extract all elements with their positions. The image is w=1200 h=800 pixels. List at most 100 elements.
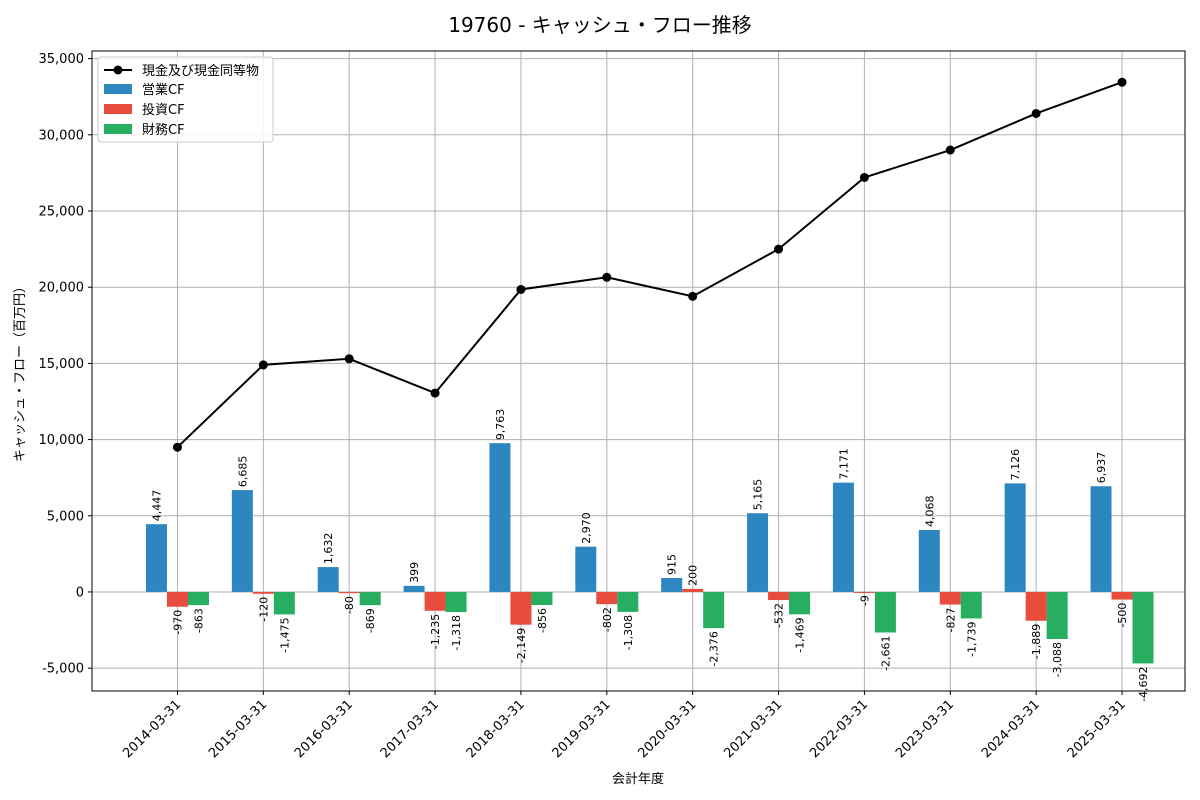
bar-value-label: -500 bbox=[1116, 603, 1129, 628]
legend-label-financing: 財務CF bbox=[142, 123, 185, 138]
bar bbox=[187, 591, 209, 606]
y-axis-title: キャッシュ・フロー（百万円） bbox=[13, 280, 28, 462]
bar bbox=[317, 567, 339, 592]
bar bbox=[596, 591, 618, 605]
bar bbox=[424, 591, 446, 611]
y-tick-label: 5,000 bbox=[47, 509, 84, 524]
cash-point bbox=[516, 284, 526, 294]
bars bbox=[145, 443, 1154, 664]
bar bbox=[145, 524, 167, 592]
bar-value-label: -802 bbox=[601, 607, 614, 632]
y-tick-label: -5,000 bbox=[42, 662, 84, 677]
bar-value-label: 399 bbox=[408, 562, 421, 583]
bar-value-label: -3,088 bbox=[1051, 642, 1064, 677]
cash-point bbox=[774, 244, 784, 254]
legend-swatch-operating bbox=[104, 84, 132, 94]
bar bbox=[575, 546, 597, 592]
bar-value-label: 2,970 bbox=[580, 512, 593, 544]
bar bbox=[1004, 483, 1026, 592]
bar bbox=[703, 591, 725, 629]
y-axis-ticks: -5,000 0 5,000 10,000 15,000 20,000 25,000 30,0… bbox=[39, 52, 92, 677]
cash-point bbox=[430, 388, 440, 398]
chart-title: 19760 - キャッシュ・フロー推移 bbox=[448, 13, 752, 37]
bar-value-label: -2,661 bbox=[879, 636, 892, 671]
bar-value-label: 915 bbox=[666, 554, 679, 575]
bar-value-label: -80 bbox=[343, 596, 356, 614]
cash-line bbox=[172, 77, 1127, 452]
legend-label-operating: 営業CF bbox=[142, 82, 185, 98]
bar bbox=[1046, 591, 1068, 640]
bar bbox=[273, 591, 295, 615]
legend-label-cash: 現金及び現金同等物 bbox=[142, 63, 259, 79]
bar-value-label: 6,685 bbox=[236, 456, 249, 488]
bar bbox=[403, 585, 425, 592]
bar-value-label: -863 bbox=[192, 608, 205, 633]
bar bbox=[789, 591, 811, 615]
bar bbox=[874, 591, 896, 633]
bar-value-label: -827 bbox=[944, 608, 957, 633]
legend: 現金及び現金同等物 営業CF 投資CF 財務CF bbox=[97, 56, 274, 143]
bar bbox=[960, 591, 982, 619]
y-tick-label: 25,000 bbox=[39, 205, 85, 220]
bar bbox=[166, 591, 188, 607]
x-tick-label: 2025-03-31 bbox=[1065, 697, 1129, 761]
legend-swatch-financing bbox=[104, 124, 132, 134]
cash-series-line bbox=[176, 81, 1123, 448]
bar bbox=[918, 529, 940, 592]
bar-value-label: 9,763 bbox=[494, 409, 507, 441]
bar-value-label: 5,165 bbox=[752, 479, 765, 511]
x-tick-label: 2023-03-31 bbox=[893, 697, 957, 761]
legend-label-investing: 投資CF bbox=[142, 102, 185, 118]
bar-value-label: -4,692 bbox=[1137, 666, 1150, 701]
bar-value-label: -1,475 bbox=[278, 617, 291, 652]
bar-value-label: -2,149 bbox=[515, 628, 528, 663]
bar bbox=[1111, 591, 1133, 600]
bar-value-label: -856 bbox=[536, 608, 549, 633]
bar-value-label: -869 bbox=[364, 608, 377, 633]
grid-lines bbox=[92, 51, 1185, 691]
x-tick-label: 2024-03-31 bbox=[979, 697, 1043, 761]
bar-value-label: 4,447 bbox=[150, 490, 163, 522]
y-tick-label: 35,000 bbox=[39, 52, 85, 67]
bar-value-label: 1,632 bbox=[322, 533, 335, 565]
bar bbox=[1025, 591, 1047, 621]
x-tick-label: 2016-03-31 bbox=[292, 697, 356, 761]
bar bbox=[445, 591, 467, 613]
bar-value-label: 200 bbox=[687, 565, 700, 586]
bar bbox=[1132, 591, 1154, 664]
cash-point bbox=[172, 442, 182, 452]
bar-value-label: -1,318 bbox=[450, 615, 463, 650]
x-tick-label: 2017-03-31 bbox=[378, 697, 442, 761]
cash-point bbox=[859, 172, 869, 182]
y-tick-label: 0 bbox=[76, 585, 84, 600]
bar bbox=[747, 513, 769, 592]
x-axis-title: 会計年度 bbox=[612, 771, 664, 787]
bar-value-label: -1,739 bbox=[965, 621, 978, 656]
data-labels: 4,447 6,685 1,632 399 9,763 2,970 915 5,165 7,17… bbox=[150, 409, 1150, 702]
y-tick-label: 20,000 bbox=[39, 281, 85, 296]
bar bbox=[768, 591, 790, 601]
bar-value-label: 7,171 bbox=[837, 448, 850, 480]
x-tick-label: 2021-03-31 bbox=[721, 697, 785, 761]
bar-value-label: -970 bbox=[171, 610, 184, 635]
bar-value-label: 4,068 bbox=[923, 495, 936, 527]
bar bbox=[489, 443, 511, 592]
bar-value-label: 7,126 bbox=[1009, 449, 1022, 481]
plot-frame bbox=[91, 50, 1186, 692]
x-axis-ticks: 2014-03-31 2015-03-31 2016-03-31 2017-03-31… bbox=[120, 691, 1129, 761]
bar bbox=[531, 591, 553, 605]
bar bbox=[359, 591, 381, 606]
bar bbox=[661, 578, 683, 592]
bar bbox=[682, 588, 704, 592]
bar-value-label: 6,937 bbox=[1095, 452, 1108, 484]
bar-value-label: -1,469 bbox=[794, 617, 807, 652]
x-tick-label: 2020-03-31 bbox=[635, 697, 699, 761]
bar bbox=[510, 591, 532, 625]
bar-value-label: -1,235 bbox=[429, 614, 442, 649]
y-tick-label: 30,000 bbox=[39, 128, 85, 143]
bar bbox=[231, 490, 253, 592]
bar bbox=[617, 591, 639, 612]
bar-value-label: -120 bbox=[257, 597, 270, 622]
legend-box bbox=[97, 56, 274, 143]
